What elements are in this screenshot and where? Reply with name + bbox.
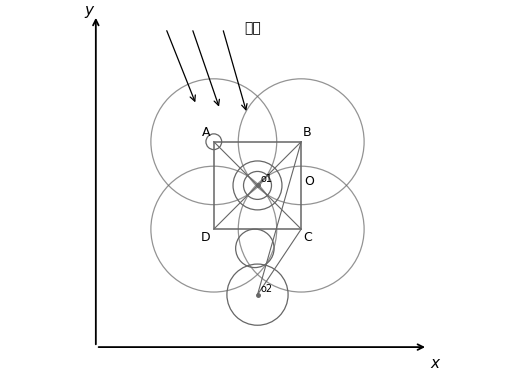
Text: 风向: 风向	[245, 21, 261, 35]
Text: B: B	[303, 126, 312, 139]
Text: x: x	[431, 356, 439, 371]
Text: o2: o2	[260, 284, 272, 294]
Text: C: C	[303, 231, 312, 244]
Text: D: D	[201, 231, 211, 244]
Text: o1: o1	[260, 174, 272, 184]
Text: y: y	[84, 3, 93, 18]
Bar	[214, 142, 301, 229]
Text: A: A	[202, 126, 211, 139]
Text: O: O	[304, 175, 314, 188]
